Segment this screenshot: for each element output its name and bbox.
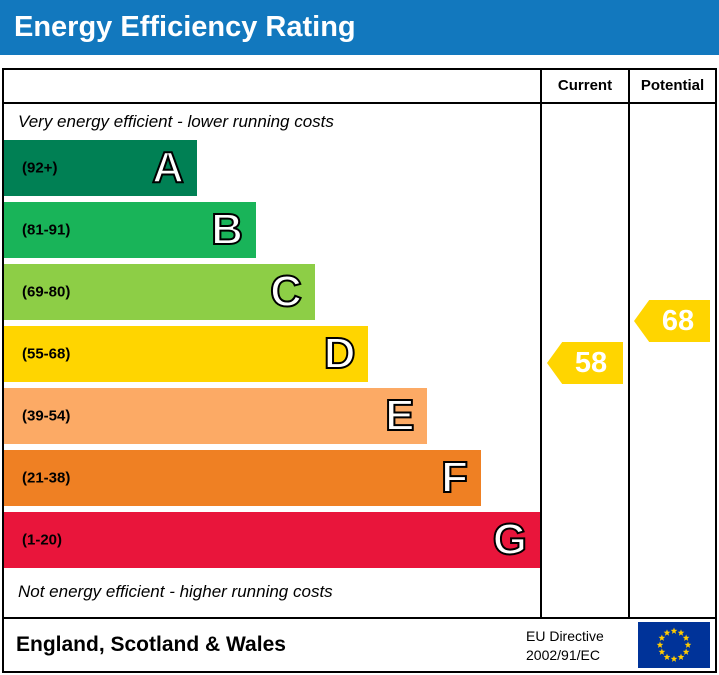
potential-rating-value: 68 xyxy=(661,304,695,337)
potential-column-divider xyxy=(628,70,630,619)
band-range-label: (1-20) xyxy=(22,531,63,549)
top-note: Very energy efficient - lower running co… xyxy=(18,112,334,131)
band-bar-d: (55-68) D xyxy=(4,326,369,382)
title-bar: Energy Efficiency Rating xyxy=(0,0,719,55)
potential-column-header: Potential xyxy=(640,77,705,94)
band-range-label: (69-80) xyxy=(22,283,71,301)
page-title: Energy Efficiency Rating xyxy=(14,11,356,43)
band-range-label: (81-91) xyxy=(22,221,71,239)
band-range-label: (21-38) xyxy=(22,469,71,487)
band-letter: F xyxy=(440,453,469,502)
current-column-divider xyxy=(540,70,542,619)
band-range-label: (39-54) xyxy=(22,407,71,425)
band-row-b: (81-91) B xyxy=(4,202,540,258)
band-letter: C xyxy=(269,267,303,316)
band-bar-e: (39-54) E xyxy=(4,388,428,444)
current-column-header: Current xyxy=(557,77,613,94)
eu-directive-line2: 2002/91/EC xyxy=(526,647,600,663)
band-range-label: (55-68) xyxy=(22,345,71,363)
eu-directive-line1: EU Directive xyxy=(526,628,604,644)
band-bar-g: (1-20) G xyxy=(4,512,540,568)
band-row-f: (21-38) F xyxy=(4,450,540,506)
eu-directive-label: EU Directive 2002/91/EC xyxy=(526,627,604,665)
band-letter: E xyxy=(384,391,415,440)
band-bar-c: (69-80) C xyxy=(4,264,315,320)
band-letter: G xyxy=(492,515,528,564)
region-label: England, Scotland & Wales xyxy=(16,633,286,656)
current-rating-marker: 58 xyxy=(547,342,623,384)
band-row-e: (39-54) E xyxy=(4,388,540,444)
band-bar-b: (81-91) B xyxy=(4,202,256,258)
band-row-d: (55-68) D xyxy=(4,326,540,382)
header-divider-line xyxy=(4,102,715,104)
band-letter: A xyxy=(151,143,185,192)
band-row-a: (92+) A xyxy=(4,140,540,196)
footer-divider-line xyxy=(4,617,715,619)
potential-rating-marker: 68 xyxy=(634,300,710,342)
band-bar-f: (21-38) F xyxy=(4,450,482,506)
band-range-label: (92+) xyxy=(22,159,58,177)
band-letter: D xyxy=(323,329,357,378)
band-bar-a: (92+) A xyxy=(4,140,197,196)
current-rating-value: 58 xyxy=(574,346,608,379)
eu-flag-icon xyxy=(638,622,710,668)
rating-bands: (92+) A (81-91) B (69-80) C (55-68) D (39-54) E (2… xyxy=(4,140,540,574)
bottom-note: Not energy efficient - higher running co… xyxy=(18,582,333,601)
band-row-c: (69-80) C xyxy=(4,264,540,320)
chart-area: Current Potential Very energy efficient … xyxy=(2,68,717,673)
band-row-g: (1-20) G xyxy=(4,512,540,568)
band-letter: B xyxy=(210,205,244,254)
